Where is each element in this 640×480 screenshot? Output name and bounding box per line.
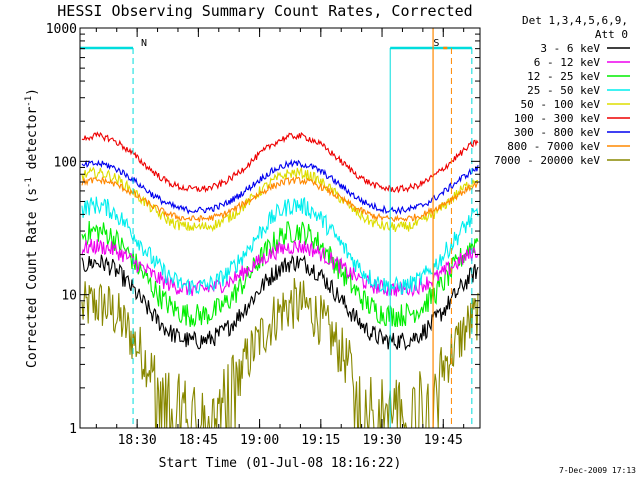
footer-date: 7-Dec-2009 17:13	[559, 466, 636, 475]
legend-label: 12 - 25 keV	[527, 70, 600, 83]
y-tick-label: 1000	[46, 22, 77, 37]
y-axis-label: Corrected Count Rate (s-1 detector-1)	[24, 88, 40, 368]
y-tick-label: 10	[61, 289, 77, 304]
series-line-5	[81, 131, 479, 194]
legend-label: 800 - 7000 keV	[507, 140, 600, 153]
series-line-3	[81, 196, 479, 297]
x-tick-label: 18:45	[179, 433, 218, 448]
chart-title: HESSI Observing Summary Count Rates, Cor…	[57, 2, 472, 20]
legend-header-line2: Att 0	[595, 28, 628, 41]
legend-label: 300 - 800 keV	[514, 126, 600, 139]
legend-label: 50 - 100 keV	[521, 98, 601, 111]
y-axis-label-sup1: -1	[24, 177, 34, 188]
x-tick-label: 19:00	[240, 433, 279, 448]
legend-label: 100 - 300 keV	[514, 112, 600, 125]
series-line-7	[81, 176, 479, 223]
series-line-0	[81, 254, 479, 351]
series-line-8	[81, 277, 479, 429]
y-tick-label: 100	[54, 155, 77, 170]
legend-label: 25 - 50 keV	[527, 84, 600, 97]
y-axis-label-end: )	[25, 88, 40, 96]
legend-label: 3 - 6 keV	[540, 42, 600, 55]
x-tick-label: 18:30	[118, 433, 157, 448]
series-line-2	[81, 220, 479, 328]
axis-layer: 18:30 18:45 19:00 19:15 19:30 19:45 1 10 100 1000	[46, 22, 480, 448]
flag-label: N	[141, 38, 147, 49]
x-tick-label: 19:45	[424, 433, 463, 448]
x-tick-label: 19:30	[362, 433, 401, 448]
y-axis-label-sup2: -1	[24, 96, 34, 107]
x-axis-label: Start Time (01-Jul-08 18:16:22)	[159, 456, 402, 471]
legend-header-line1: Det 1,3,4,5,6,9,	[522, 14, 628, 27]
y-axis-label-mid: detector	[25, 107, 40, 178]
flag-label: S	[433, 38, 439, 49]
legend-label: 7000 - 20000 keV	[494, 154, 600, 167]
x-tick-label: 19:15	[301, 433, 340, 448]
y-axis-label-main: Corrected Count Rate (s	[25, 188, 40, 368]
series-line-6	[81, 158, 479, 215]
series-line-1	[81, 238, 479, 298]
legend-label: 6 - 12 keV	[534, 56, 601, 69]
y-tick-label: 1	[69, 422, 77, 437]
series-layer	[81, 131, 479, 429]
